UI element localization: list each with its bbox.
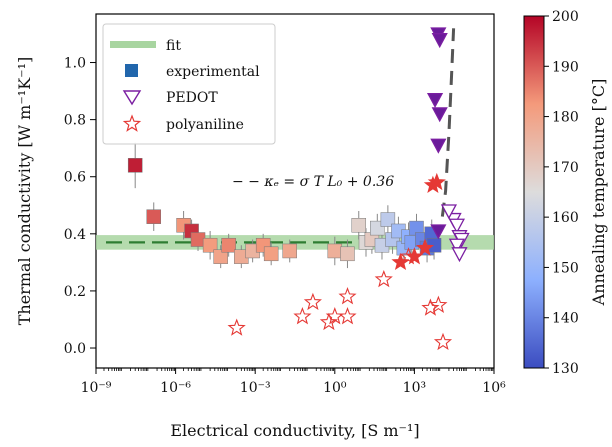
experimental-point [146, 209, 161, 224]
legend-fit-label: fit [166, 38, 181, 54]
model-annotation: − − κₑ = σ T L₀ + 0.36 [232, 174, 394, 190]
pedot-point [448, 218, 465, 234]
polyaniline-point [427, 172, 446, 191]
colorbar-tick-label: 190 [552, 59, 579, 75]
polyaniline-point [293, 307, 312, 325]
experimental-point [202, 237, 218, 253]
colorbar: 130 140 150 160 170 180 190 200 Annealing tempe… [523, 9, 608, 377]
colorbar-tick-label: 130 [552, 361, 579, 377]
colorbar-tick-label: 150 [552, 260, 579, 276]
polyaniline-point [415, 238, 435, 256]
y-tick-label: 0.4 [64, 227, 86, 243]
legend-frame [102, 23, 276, 145]
colorbar-tick-label: 180 [552, 110, 579, 126]
x-tick-label: 10⁻³ [240, 380, 271, 396]
legend-polyaniline-swatch [122, 114, 142, 132]
legend-experimental-label: experimental [166, 64, 260, 80]
colorbar-title: Annealing temperature [°C] [589, 79, 608, 307]
y-tick-label: 0.6 [64, 170, 86, 186]
pedot-point [426, 92, 444, 109]
polyaniline-point [303, 292, 322, 311]
polyaniline-point [227, 318, 246, 336]
polyaniline-point [433, 332, 453, 351]
pedot-point [448, 238, 465, 254]
experimental-point [327, 243, 343, 259]
x-tick-label: 10⁻⁹ [81, 380, 112, 396]
legend-polyaniline-label: polyaniline [166, 117, 244, 133]
polyaniline-point [338, 307, 357, 325]
pedot-point [431, 107, 448, 123]
axis-layer: 10⁻⁹ 10⁻⁶ 10⁻³ 10⁰ 10³ 10⁶ 0.0 0.2 0.4 0.6 0.8 1.0 [64, 56, 506, 396]
x-tick-label: 10⁶ [482, 380, 506, 396]
polyaniline-point [338, 287, 357, 305]
experimental-point [263, 246, 279, 262]
legend: fit experimental PEDOT polyaniline [102, 23, 276, 145]
experimental-point [282, 243, 297, 259]
legend-pedot-swatch [122, 90, 142, 106]
y-axis-title: Thermal conductivity [W m⁻¹K⁻¹] [15, 57, 34, 326]
legend-experimental-swatch [125, 64, 138, 77]
legend-pedot-label: PEDOT [166, 90, 218, 106]
experimental-point [351, 218, 367, 233]
polyaniline-point [391, 252, 410, 271]
pedot-point [430, 224, 447, 240]
x-tick-label: 10³ [403, 380, 426, 396]
experimental-point [221, 237, 236, 253]
marker-layer [127, 27, 470, 351]
x-tick-label: 10⁰ [323, 380, 347, 396]
polyaniline-point [429, 295, 448, 313]
x-axis-title: Electrical conductivity, [S m⁻¹] [170, 421, 419, 440]
y-tick-label: 0.0 [64, 341, 86, 357]
x-tick-label: 10⁻⁶ [160, 380, 191, 396]
colorbar-tick-label: 200 [552, 9, 579, 25]
legend-fit-swatch [110, 41, 156, 48]
colorbar-gradient [523, 15, 545, 369]
polyaniline-point [421, 298, 440, 316]
colorbar-tick-label: 170 [552, 160, 579, 176]
colorbar-tick-label: 140 [552, 311, 579, 327]
experimental-point [380, 212, 396, 227]
experimental-point [340, 246, 355, 262]
experimental-point [127, 158, 143, 173]
y-tick-label: 0.2 [64, 284, 86, 300]
pedot-point [430, 138, 447, 154]
polyaniline-point [374, 269, 393, 288]
y-tick-label: 1.0 [64, 56, 86, 72]
experimental-point [213, 249, 228, 264]
pedot-point [451, 247, 468, 263]
pedot-point [440, 204, 458, 220]
y-tick-label: 0.8 [64, 113, 86, 129]
pedot-point [431, 33, 448, 49]
colorbar-tick-label: 160 [552, 210, 579, 226]
colorbar-ticks: 130 140 150 160 170 180 190 200 [544, 9, 579, 377]
